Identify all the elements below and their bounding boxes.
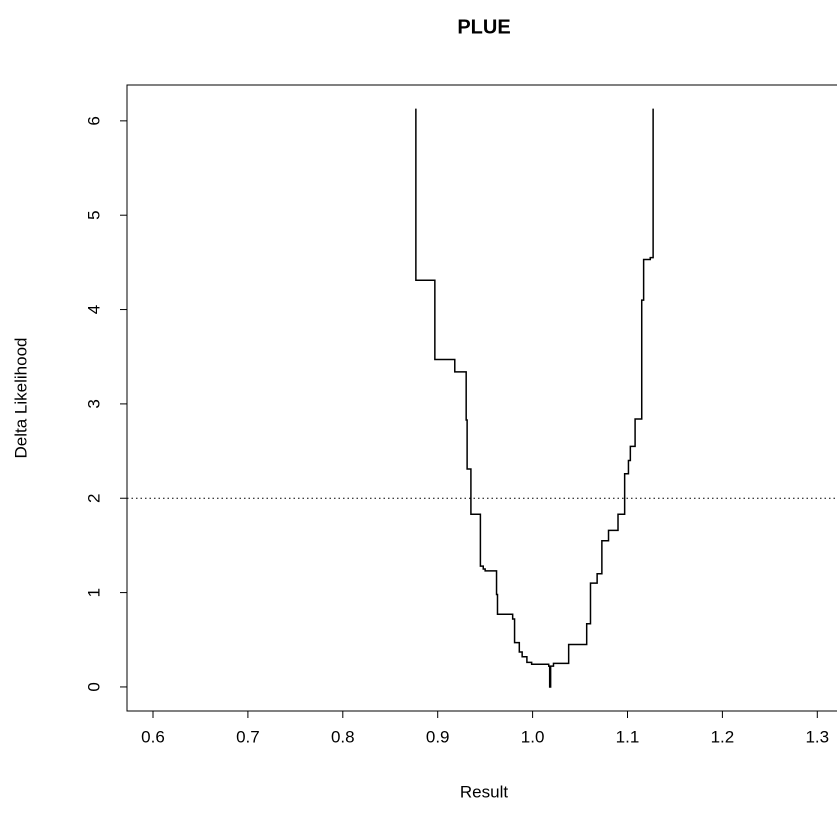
- x-tick-label: 1.0: [521, 727, 545, 746]
- y-tick-label: 6: [84, 116, 103, 125]
- y-tick-label: 1: [84, 588, 103, 597]
- y-tick-label: 4: [84, 305, 103, 314]
- x-tick-label: 0.7: [236, 727, 260, 746]
- y-axis-label: Delta Likelihood: [11, 338, 30, 459]
- x-tick-label: 0.6: [141, 727, 165, 746]
- x-tick-label: 1.2: [711, 727, 735, 746]
- x-tick-label: 0.8: [331, 727, 355, 746]
- chart-title: PLUE: [457, 16, 510, 38]
- x-axis-label: Result: [460, 782, 508, 801]
- data-line: [415, 108, 654, 688]
- y-tick-label: 5: [84, 210, 103, 219]
- y-tick-label: 2: [84, 494, 103, 503]
- x-tick-label: 1.1: [616, 727, 640, 746]
- x-tick-label: 0.9: [426, 727, 450, 746]
- y-tick-label: 0: [84, 682, 103, 691]
- x-tick-label: 1.3: [805, 727, 829, 746]
- y-tick-label: 3: [84, 399, 103, 408]
- plot-box: [126, 84, 837, 712]
